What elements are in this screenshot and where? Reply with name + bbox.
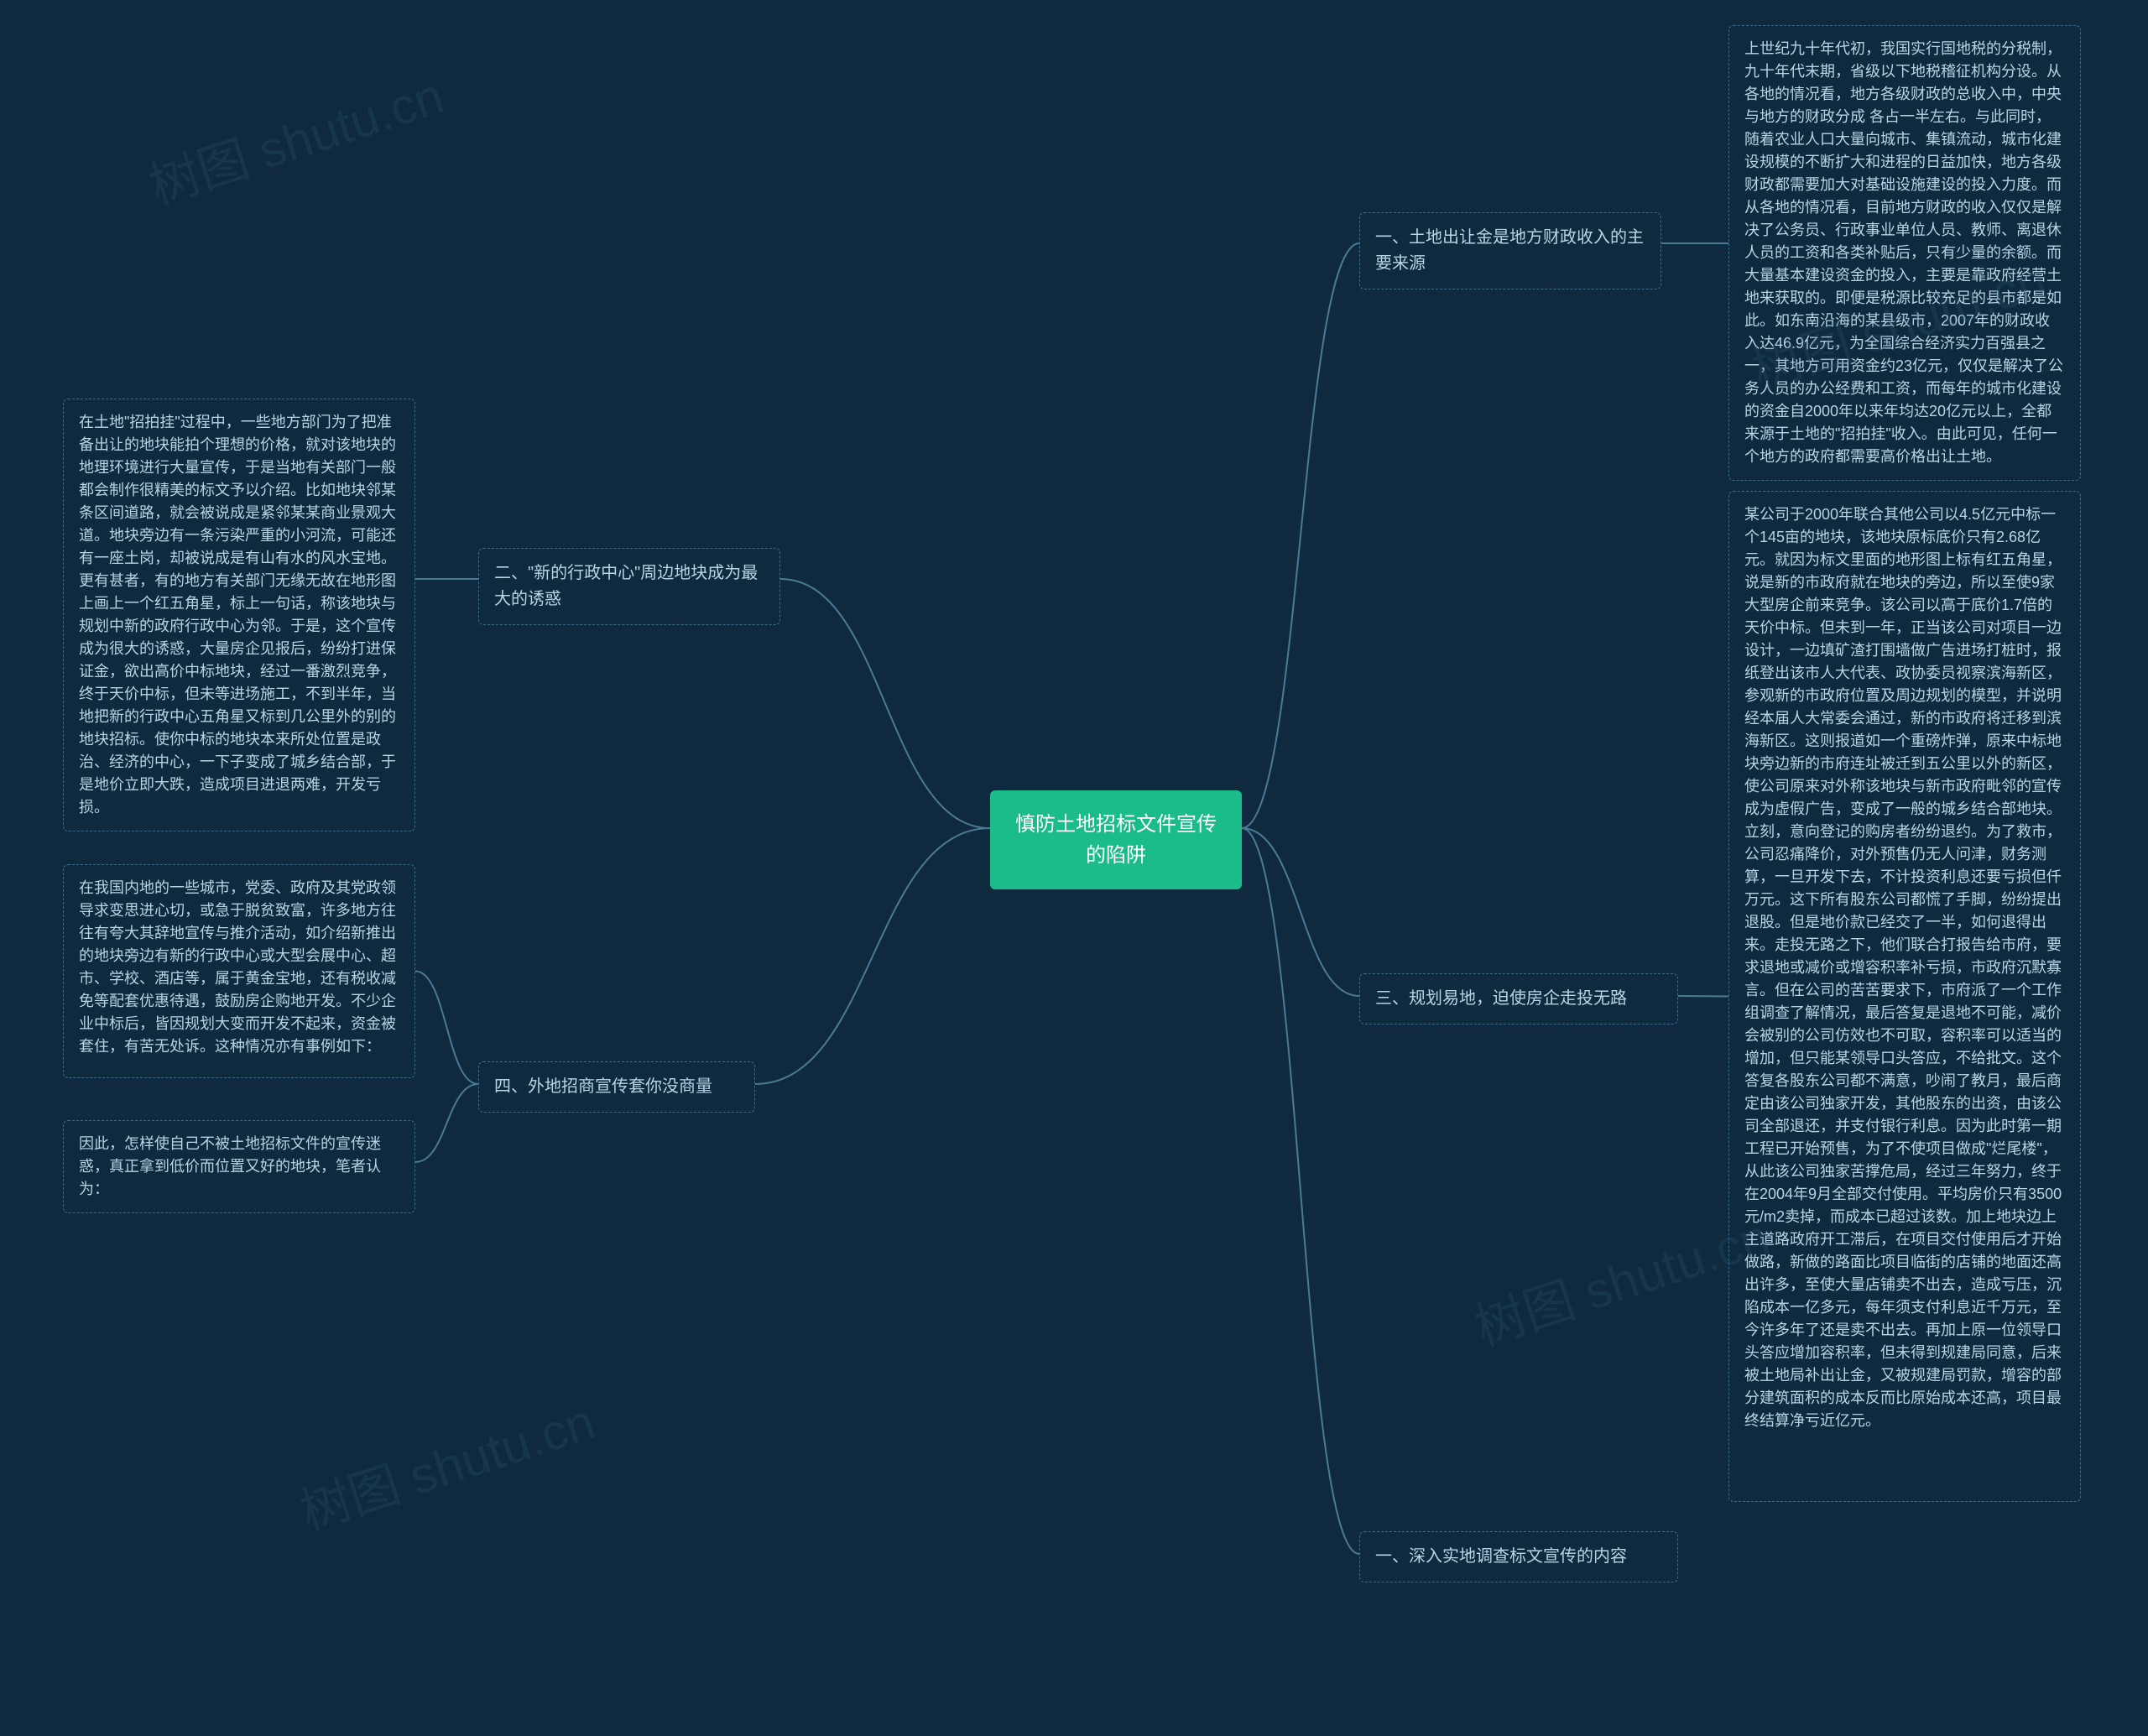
detail-node[interactable]: 在我国内地的一些城市，党委、政府及其党政领导求变思进心切，或急于脱贫致富，许多地… [63, 864, 415, 1078]
branch-label: 二、"新的行政中心"周边地块成为最大的诱惑 [494, 564, 758, 608]
branch-node[interactable]: 三、规划易地，迫使房企走投无路 [1359, 973, 1678, 1024]
mindmap-canvas: 慎防土地招标文件宣传的陷阱 一、土地出让金是地方财政收入的主要来源 上世纪九十年… [0, 0, 2148, 1736]
root-node[interactable]: 慎防土地招标文件宣传的陷阱 [990, 790, 1242, 889]
detail-text: 因此，怎样使自己不被土地招标文件的宣传迷惑，真正拿到低价而位置又好的地块，笔者认… [79, 1135, 381, 1197]
detail-node[interactable]: 在土地"招拍挂"过程中，一些地方部门为了把准备出让的地块能拍个理想的价格，就对该… [63, 399, 415, 832]
branch-node[interactable]: 二、"新的行政中心"周边地块成为最大的诱惑 [478, 548, 780, 625]
branch-node[interactable]: 一、深入实地调查标文宣传的内容 [1359, 1531, 1678, 1582]
watermark: 树图 shutu.cn [289, 1381, 602, 1545]
detail-text: 在我国内地的一些城市，党委、政府及其党政领导求变思进心切，或急于脱贫致富，许多地… [79, 879, 396, 1055]
detail-text: 在土地"招拍挂"过程中，一些地方部门为了把准备出让的地块能拍个理想的价格，就对该… [79, 414, 396, 816]
branch-label: 四、外地招商宣传套你没商量 [494, 1077, 712, 1096]
branch-label: 三、规划易地，迫使房企走投无路 [1375, 989, 1627, 1008]
detail-text: 上世纪九十年代初，我国实行国地税的分税制，九十年代末期，省级以下地税稽征机构分设… [1744, 40, 2063, 465]
watermark: 树图 shutu.cn [138, 55, 451, 219]
detail-node[interactable]: 某公司于2000年联合其他公司以4.5亿元中标一个145亩的地块，该地块原标底价… [1728, 491, 2081, 1502]
detail-node[interactable]: 因此，怎样使自己不被土地招标文件的宣传迷惑，真正拿到低价而位置又好的地块，笔者认… [63, 1120, 415, 1213]
branch-label: 一、深入实地调查标文宣传的内容 [1375, 1547, 1627, 1566]
branch-node[interactable]: 四、外地招商宣传套你没商量 [478, 1061, 755, 1113]
branch-node[interactable]: 一、土地出让金是地方财政收入的主要来源 [1359, 212, 1661, 289]
detail-node[interactable]: 上世纪九十年代初，我国实行国地税的分税制，九十年代末期，省级以下地税稽征机构分设… [1728, 25, 2081, 481]
detail-text: 某公司于2000年联合其他公司以4.5亿元中标一个145亩的地块，该地块原标底价… [1744, 506, 2062, 1429]
root-label: 慎防土地招标文件宣传的陷阱 [1015, 813, 1217, 867]
branch-label: 一、土地出让金是地方财政收入的主要来源 [1375, 228, 1644, 273]
